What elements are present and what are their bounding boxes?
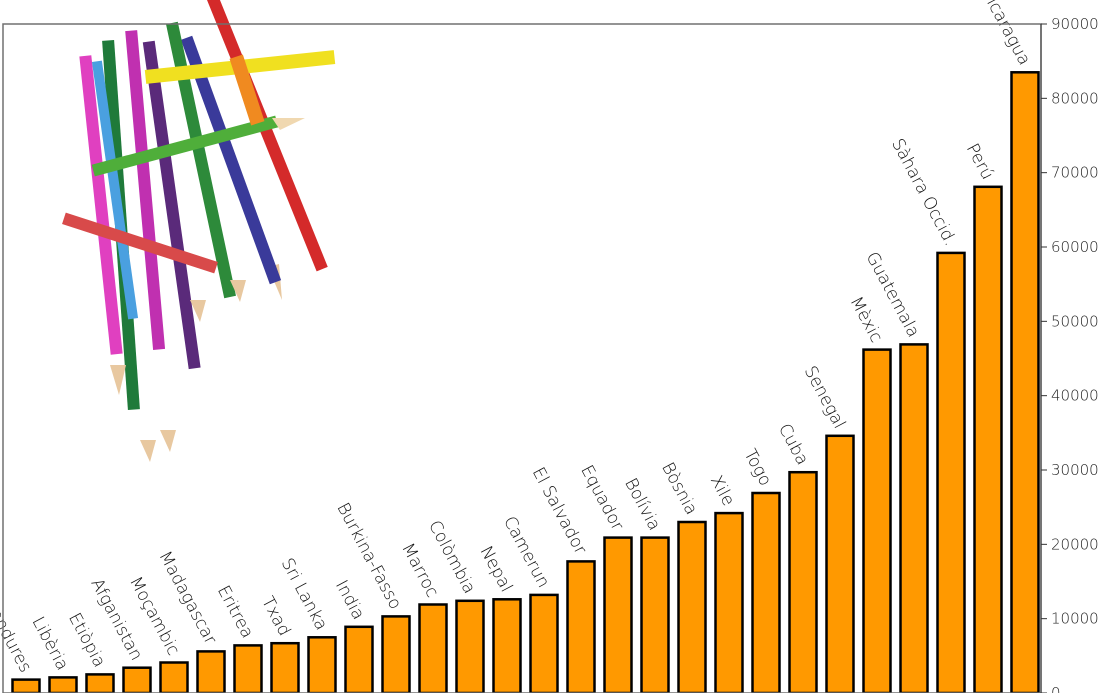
bars [11, 71, 1040, 693]
category-label: Bolívia [620, 475, 664, 534]
bar-5 [196, 650, 226, 693]
category-label: India [331, 577, 368, 623]
category-label: Togo [740, 446, 776, 489]
category-label: Equador [576, 462, 627, 534]
bar-6 [233, 644, 263, 693]
bar-4 [159, 661, 189, 693]
category-label: Perú [962, 140, 997, 183]
y-tick-label: 50000 [1051, 312, 1099, 330]
bar-27 [1010, 71, 1040, 693]
bar-19 [714, 511, 744, 693]
category-label: Nicaragua [976, 0, 1034, 69]
bar-8 [307, 636, 337, 693]
colored-pencils-image [62, 0, 337, 465]
bar-3 [122, 666, 152, 693]
category-label: Txad [257, 593, 294, 639]
category-label: Nepal [476, 543, 517, 596]
y-tick-label: 0 [1051, 684, 1061, 693]
bar-11 [418, 603, 448, 693]
category-label: Bòsnia [657, 459, 701, 518]
y-tick-label: 40000 [1051, 387, 1099, 405]
bar-2 [85, 673, 115, 693]
category-label: Eritrea [213, 582, 257, 641]
category-label: Senegal [800, 363, 850, 432]
y-tick-label: 70000 [1051, 164, 1099, 182]
bar-17 [640, 536, 670, 693]
bar-12 [455, 599, 485, 693]
category-label: Cuba [774, 420, 812, 468]
bar-7 [270, 641, 300, 693]
category-label: Mèxic [846, 293, 887, 346]
bar-13 [492, 598, 522, 693]
bar-26 [973, 185, 1003, 693]
bar-25 [936, 251, 966, 693]
bar-16 [603, 536, 633, 693]
y-tick-label: 90000 [1051, 15, 1099, 33]
bar-1 [48, 676, 78, 693]
bar-22 [825, 434, 855, 693]
category-label: Xile [706, 472, 738, 509]
y-tick-label: 60000 [1051, 238, 1099, 256]
y-tick-label: 80000 [1051, 89, 1099, 107]
bar-10 [381, 615, 411, 693]
category-label: Hondures [0, 595, 35, 676]
bar-23 [862, 348, 892, 693]
bar-18 [677, 520, 707, 693]
y-axis: 0 10000 20000 30000 40000 50000 60000 70000 8000… [1040, 15, 1099, 693]
bar-15 [566, 560, 596, 693]
bar-20 [751, 491, 781, 693]
category-label: Sàhara Occid. [887, 135, 960, 249]
bar-0 [11, 678, 41, 693]
y-tick-label: 20000 [1051, 535, 1099, 553]
y-tick-label: 30000 [1051, 461, 1099, 479]
bar-21 [788, 470, 818, 693]
bar-24 [899, 343, 929, 693]
bar-14 [529, 593, 559, 693]
bar-9 [344, 625, 374, 693]
category-label: Marroc [397, 540, 442, 601]
y-tick-label: 10000 [1051, 610, 1099, 628]
